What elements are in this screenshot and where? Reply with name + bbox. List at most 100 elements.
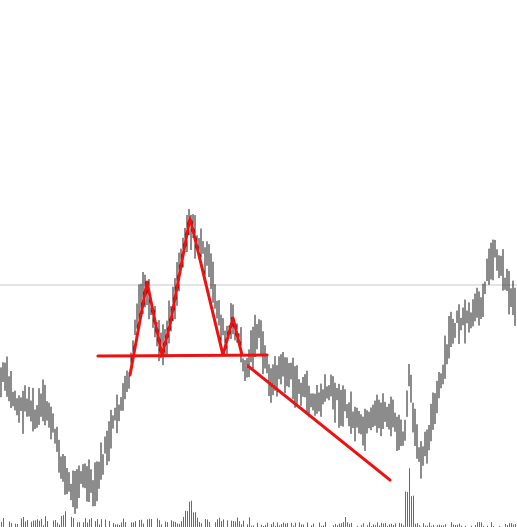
volume-bar [207, 519, 208, 527]
volume-bar [161, 524, 162, 527]
volume-bar [39, 520, 40, 527]
volume-bar [183, 516, 184, 527]
volume-bar [135, 521, 136, 527]
volume-bar [391, 523, 392, 527]
volume-bar [417, 523, 418, 527]
volume-bar [515, 524, 516, 527]
volume-bar [73, 518, 74, 527]
volume-bar [185, 510, 186, 527]
volume-bar [291, 522, 292, 527]
volume-bar [167, 522, 168, 527]
volume-bar [433, 524, 434, 527]
volume-bar [407, 492, 408, 527]
volume-bar [61, 515, 62, 527]
volume-bar [357, 525, 358, 527]
volume-bar [443, 525, 444, 527]
volume-bar [215, 522, 216, 527]
volume-bar [507, 525, 508, 527]
volume-bar [373, 524, 374, 527]
volume-bar [459, 523, 460, 527]
neckline [96, 353, 269, 358]
volume-bar [139, 520, 140, 527]
volume-bar [15, 523, 16, 527]
volume-bar [119, 525, 120, 527]
volume-bar [455, 525, 456, 527]
volume-bar [83, 522, 84, 527]
volume-bar [301, 524, 302, 527]
volume-bar [471, 525, 472, 527]
volume-bar [379, 525, 380, 527]
volume-bar [115, 524, 116, 527]
downtrend-line [246, 364, 392, 482]
volume-bar [293, 525, 294, 527]
volume-bar [307, 522, 308, 527]
volume-bar [399, 522, 400, 527]
volume-bar [401, 523, 402, 527]
volume-bar [277, 522, 278, 527]
volume-bar [429, 522, 430, 527]
volume-bar [101, 519, 102, 527]
pattern-annotations [96, 216, 392, 482]
volume-bar [239, 521, 240, 527]
volume-bar [479, 522, 480, 527]
volume-bar [17, 524, 18, 527]
volume-bar [189, 501, 190, 527]
volume-bar [499, 525, 500, 527]
volume-bar [271, 524, 272, 527]
volume-bar [461, 525, 462, 527]
volume-bar [333, 525, 334, 527]
volume-bar [121, 522, 122, 527]
volume-bar [273, 522, 274, 527]
volume-bar [159, 520, 160, 527]
volume-bar [347, 522, 348, 527]
volume-bar [9, 521, 10, 527]
volume-bar [165, 521, 166, 527]
volume-bar [385, 523, 386, 527]
volume-bar [423, 523, 424, 527]
volume-bar [439, 524, 440, 527]
volume-bar [483, 525, 484, 527]
volume-bar [117, 524, 118, 527]
volume-bar [487, 525, 488, 527]
volume-bar [141, 519, 142, 527]
volume-bar [351, 522, 352, 527]
volume-bar [63, 515, 64, 527]
volume-bar [375, 525, 376, 527]
volume-bar [441, 525, 442, 527]
volume-bar [363, 523, 364, 527]
volume-bar [23, 517, 24, 527]
volume-bar [65, 511, 66, 527]
volume-bar [181, 521, 182, 527]
volume-bar [283, 522, 284, 527]
volume-bar [253, 525, 254, 527]
volume-bar [261, 524, 262, 527]
volume-bar [453, 524, 454, 527]
volume-bar [95, 521, 96, 527]
volume-bar [505, 524, 506, 527]
volume-bar [113, 522, 114, 527]
volume-bar [465, 525, 466, 527]
volume-bar [275, 525, 276, 527]
volume-bar [509, 523, 510, 527]
volume-bar [99, 524, 100, 527]
volume-bar [21, 518, 22, 527]
volume-bar [281, 524, 282, 527]
volume-bar [11, 523, 12, 527]
volume-bar [419, 525, 420, 527]
volume-bar [77, 522, 78, 527]
volume-bar [369, 522, 370, 527]
volume-bar [123, 518, 124, 527]
volume-bar [97, 519, 98, 527]
volume-bar [219, 517, 220, 527]
volume-bar [303, 524, 304, 527]
volume-bar [133, 522, 134, 527]
volume-bar [231, 520, 232, 527]
volume-bar [221, 521, 222, 527]
volume-bar [131, 522, 132, 527]
volume-bar [475, 525, 476, 527]
volume-bar [345, 517, 346, 527]
volume-bar [383, 523, 384, 527]
volume-bar [33, 520, 34, 527]
volume-bar [191, 500, 192, 527]
